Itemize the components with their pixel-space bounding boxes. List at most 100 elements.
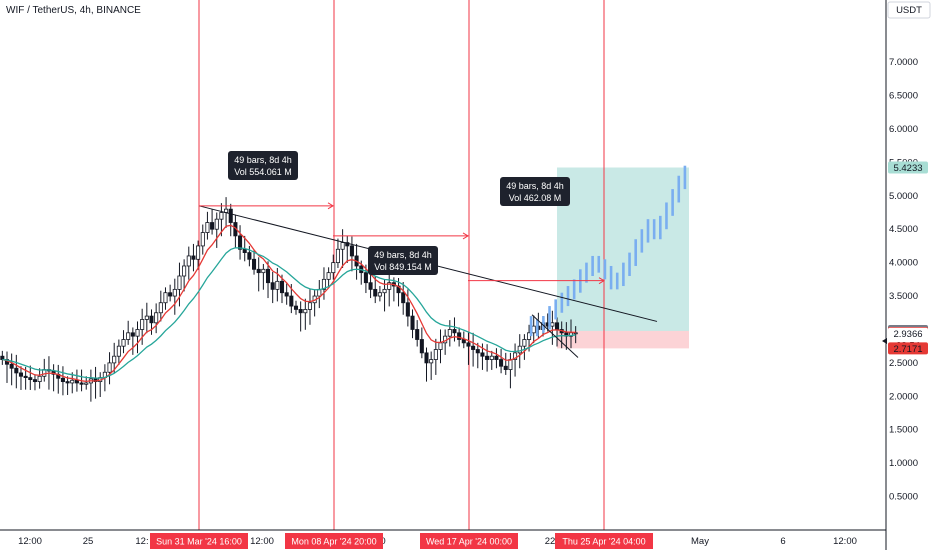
candle[interactable] <box>18 372 24 377</box>
measure-box[interactable] <box>368 246 438 275</box>
candle[interactable] <box>503 365 508 370</box>
candle[interactable] <box>112 355 117 364</box>
candle[interactable] <box>28 377 33 381</box>
candle[interactable] <box>37 375 42 383</box>
candle[interactable] <box>196 245 201 260</box>
candle[interactable] <box>14 367 19 374</box>
candle[interactable] <box>121 339 126 347</box>
candle[interactable] <box>363 272 368 284</box>
candle[interactable] <box>457 332 462 340</box>
candle[interactable] <box>84 382 89 385</box>
candle[interactable] <box>424 352 429 364</box>
candle[interactable] <box>321 278 326 290</box>
candle[interactable] <box>200 232 205 247</box>
profit-zone[interactable] <box>557 167 689 331</box>
candle[interactable] <box>410 315 415 330</box>
candle[interactable] <box>163 292 168 304</box>
candle[interactable] <box>377 292 382 297</box>
candle[interactable] <box>265 268 271 284</box>
candle[interactable] <box>168 292 173 297</box>
candle[interactable] <box>130 332 135 337</box>
candle[interactable] <box>438 342 443 350</box>
candle[interactable] <box>554 322 560 330</box>
candle[interactable] <box>401 292 406 304</box>
candle[interactable] <box>9 363 14 369</box>
candle[interactable] <box>433 349 438 360</box>
candle[interactable] <box>326 272 331 280</box>
candle[interactable] <box>335 248 340 264</box>
candle[interactable] <box>373 288 378 297</box>
candle[interactable] <box>429 359 434 364</box>
candle[interactable] <box>298 309 303 314</box>
candle[interactable] <box>471 345 476 350</box>
candle[interactable] <box>331 262 336 274</box>
candle[interactable] <box>135 329 140 337</box>
candle[interactable] <box>349 245 354 257</box>
candle[interactable] <box>475 349 480 354</box>
candle[interactable] <box>480 352 485 357</box>
candle[interactable] <box>275 280 280 290</box>
candle[interactable] <box>270 282 275 290</box>
candle[interactable] <box>228 208 233 223</box>
loss-zone[interactable] <box>557 330 689 349</box>
measure-box[interactable] <box>228 151 298 180</box>
candle[interactable] <box>303 309 308 314</box>
candle[interactable] <box>256 268 261 274</box>
candle[interactable] <box>517 345 522 354</box>
candle[interactable] <box>191 255 196 260</box>
candle[interactable] <box>214 218 219 230</box>
candle[interactable] <box>489 355 494 360</box>
candle[interactable] <box>242 248 247 254</box>
candle[interactable] <box>65 381 70 384</box>
candle[interactable] <box>508 359 513 370</box>
candle[interactable] <box>419 339 424 354</box>
candle[interactable] <box>177 275 182 290</box>
candle[interactable] <box>107 362 112 373</box>
candle[interactable] <box>405 302 410 317</box>
currency-button[interactable] <box>887 1 931 19</box>
candle[interactable] <box>144 315 149 320</box>
candle[interactable] <box>452 329 457 334</box>
candle[interactable] <box>531 325 536 334</box>
candle[interactable] <box>79 382 84 385</box>
candle[interactable] <box>289 295 294 307</box>
candle[interactable] <box>74 379 79 384</box>
candle[interactable] <box>284 292 289 297</box>
trendline[interactable] <box>531 314 579 358</box>
candle[interactable] <box>247 252 252 260</box>
candle[interactable] <box>219 212 224 220</box>
candle[interactable] <box>522 339 527 347</box>
candle[interactable] <box>23 375 28 378</box>
candle[interactable] <box>307 302 313 310</box>
candle[interactable] <box>140 319 145 330</box>
candle[interactable] <box>485 355 490 360</box>
candle[interactable] <box>573 332 578 335</box>
candle[interactable] <box>382 288 387 294</box>
candle[interactable] <box>447 329 452 337</box>
candle[interactable] <box>205 222 210 233</box>
candle[interactable] <box>387 282 392 290</box>
candle[interactable] <box>293 305 299 310</box>
candle[interactable] <box>261 268 266 274</box>
candle[interactable] <box>210 222 215 230</box>
candle[interactable] <box>70 379 75 384</box>
candle[interactable] <box>340 242 345 250</box>
candle[interactable] <box>32 379 37 383</box>
candle[interactable] <box>415 329 420 340</box>
candle[interactable] <box>466 342 471 347</box>
candle[interactable] <box>60 377 65 383</box>
candle[interactable] <box>494 355 499 360</box>
candle[interactable] <box>149 315 154 324</box>
candle[interactable] <box>186 255 191 267</box>
candle[interactable] <box>158 302 163 314</box>
measure-box[interactable] <box>500 177 570 206</box>
candle[interactable] <box>550 322 555 327</box>
candle[interactable] <box>126 332 131 340</box>
candle[interactable] <box>279 280 285 294</box>
candle[interactable] <box>172 288 177 297</box>
candle[interactable] <box>513 352 518 360</box>
candle[interactable] <box>461 339 466 344</box>
candle[interactable] <box>182 265 187 277</box>
candle[interactable] <box>238 235 243 250</box>
